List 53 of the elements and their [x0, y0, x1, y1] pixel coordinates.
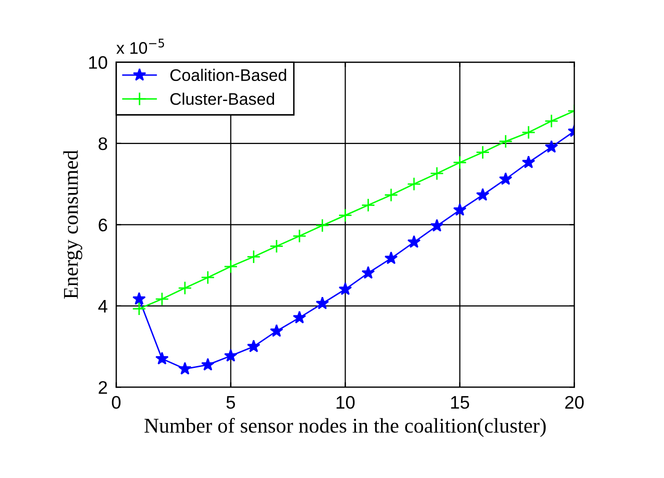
point	[384, 251, 398, 264]
point	[338, 282, 352, 296]
point	[522, 156, 536, 168]
point	[544, 114, 558, 128]
point	[452, 156, 467, 170]
x-tick-label: 0	[112, 396, 121, 409]
point	[430, 218, 444, 232]
point	[362, 266, 375, 279]
point	[544, 140, 558, 153]
point	[247, 340, 260, 352]
point	[522, 125, 536, 140]
point	[292, 310, 306, 324]
point	[315, 218, 330, 232]
y-tick-label: 2	[98, 381, 107, 394]
y-axis-title: Energy consumed	[63, 150, 82, 299]
x-axis-title: Number of sensor nodes in the coalition(cluster)	[144, 418, 546, 438]
x-tick-label: 20	[565, 396, 584, 409]
point	[224, 348, 238, 362]
x-tick-label: 10	[336, 396, 355, 409]
legend-label: Cluster-Based	[170, 92, 274, 105]
point	[407, 177, 421, 191]
point	[498, 172, 512, 185]
point	[201, 358, 214, 371]
point	[178, 362, 192, 375]
point	[178, 281, 192, 295]
point	[155, 352, 169, 364]
y-tick-label: 8	[98, 137, 108, 150]
point	[155, 292, 169, 306]
x-tick-label: 5	[226, 396, 236, 409]
point	[200, 270, 215, 284]
y-tick-label: 4	[98, 300, 108, 312]
point	[316, 296, 330, 310]
point	[476, 188, 490, 201]
point	[453, 203, 466, 216]
point	[270, 239, 284, 254]
point	[407, 235, 421, 248]
legend-label: Coalition-Based	[170, 68, 286, 82]
point	[132, 302, 146, 316]
point	[292, 229, 306, 243]
text: x 10$^{−5}$	[116, 38, 164, 54]
point	[476, 145, 490, 160]
point	[132, 292, 146, 305]
point	[498, 134, 513, 148]
point	[224, 260, 238, 274]
point	[338, 208, 352, 222]
point	[384, 188, 398, 202]
point	[246, 250, 261, 264]
point	[361, 198, 376, 212]
y-tick-label: 6	[98, 218, 108, 232]
x-tick-label: 15	[451, 396, 470, 409]
point	[270, 324, 284, 337]
point	[430, 166, 444, 180]
y-tick-label: 10	[89, 56, 108, 69]
